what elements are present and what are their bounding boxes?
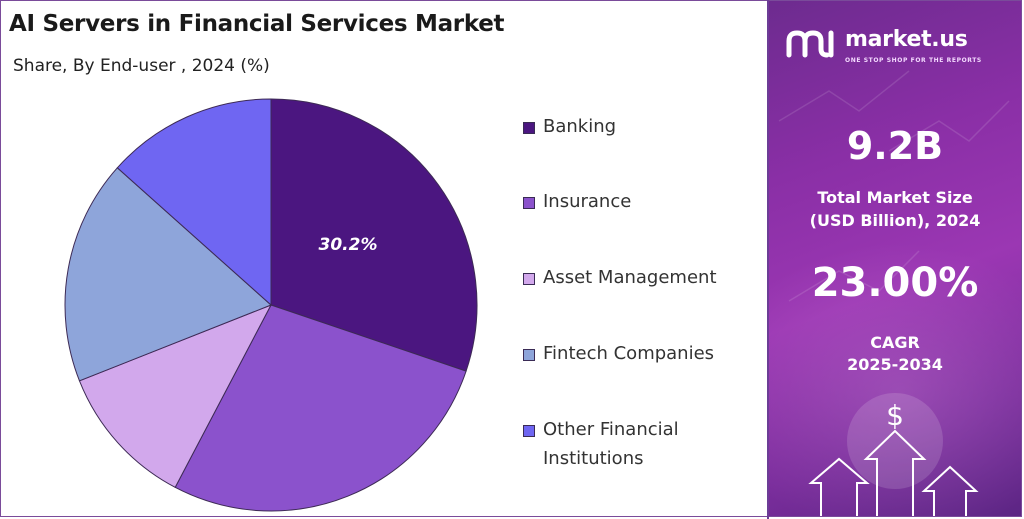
legend-label: Fintech Companies [543, 343, 715, 364]
dollar-icon: $ [886, 399, 904, 432]
legend-label: Banking [543, 116, 617, 137]
coin-glow [847, 393, 943, 489]
legend-swatch [523, 425, 535, 437]
cagr-period: 2025-2034 [847, 355, 943, 374]
legend-label: Other Financial Institutions [543, 419, 679, 469]
market-size-label-line2: (USD Billion), 2024 [809, 211, 981, 230]
brand-name: market.us [845, 27, 968, 52]
pie-slice-other-financial-institutions [116, 98, 272, 307]
legend-item-banking: Banking [523, 116, 743, 141]
growth-arrows-icon [808, 429, 979, 516]
background-decoration [778, 70, 1010, 516]
brand-logo: market.us ONE STOP SHOP FOR THE REPORTS [783, 25, 1013, 65]
cagr-label: CAGR [870, 333, 920, 352]
legend-label: Asset Management [543, 267, 717, 288]
market-size-value: 9.2B [846, 124, 944, 168]
legend-swatch [523, 122, 535, 134]
pie-chart: 30.2% [64, 98, 478, 512]
legend-label: Insurance [543, 191, 632, 212]
legend-item-asset-management: Asset Management [523, 267, 743, 292]
pie-slice-insurance [174, 304, 467, 512]
legend-swatch [523, 349, 535, 361]
chart-panel: AI Servers in Financial Services Market … [1, 1, 767, 516]
cagr-value: 23.00% [811, 260, 979, 306]
legend-item-other-financial-institutions: Other Financial Institutions [523, 419, 743, 473]
background-glow [769, 241, 1021, 516]
pie-slice-asset-management [78, 304, 273, 489]
chart-subtitle: Share, By End-user , 2024 (%) [13, 56, 270, 76]
brand-tagline: ONE STOP SHOP FOR THE REPORTS [845, 57, 982, 64]
brand-mark-icon [786, 30, 834, 58]
market-size-label-line1: Total Market Size [817, 188, 973, 207]
chart-title: AI Servers in Financial Services Market [9, 11, 505, 37]
pie-slice-fintech-companies [64, 167, 272, 382]
legend-item-insurance: Insurance [523, 191, 743, 216]
legend-swatch [523, 197, 535, 209]
pie-data-label: 30.2% [319, 235, 378, 255]
legend-swatch [523, 273, 535, 285]
legend-item-fintech-companies: Fintech Companies [523, 343, 743, 368]
market-summary-panel: market.us ONE STOP SHOP FOR THE REPORTS … [769, 1, 1021, 516]
pie-slice-banking [270, 98, 478, 372]
panel-divider [767, 0, 769, 519]
